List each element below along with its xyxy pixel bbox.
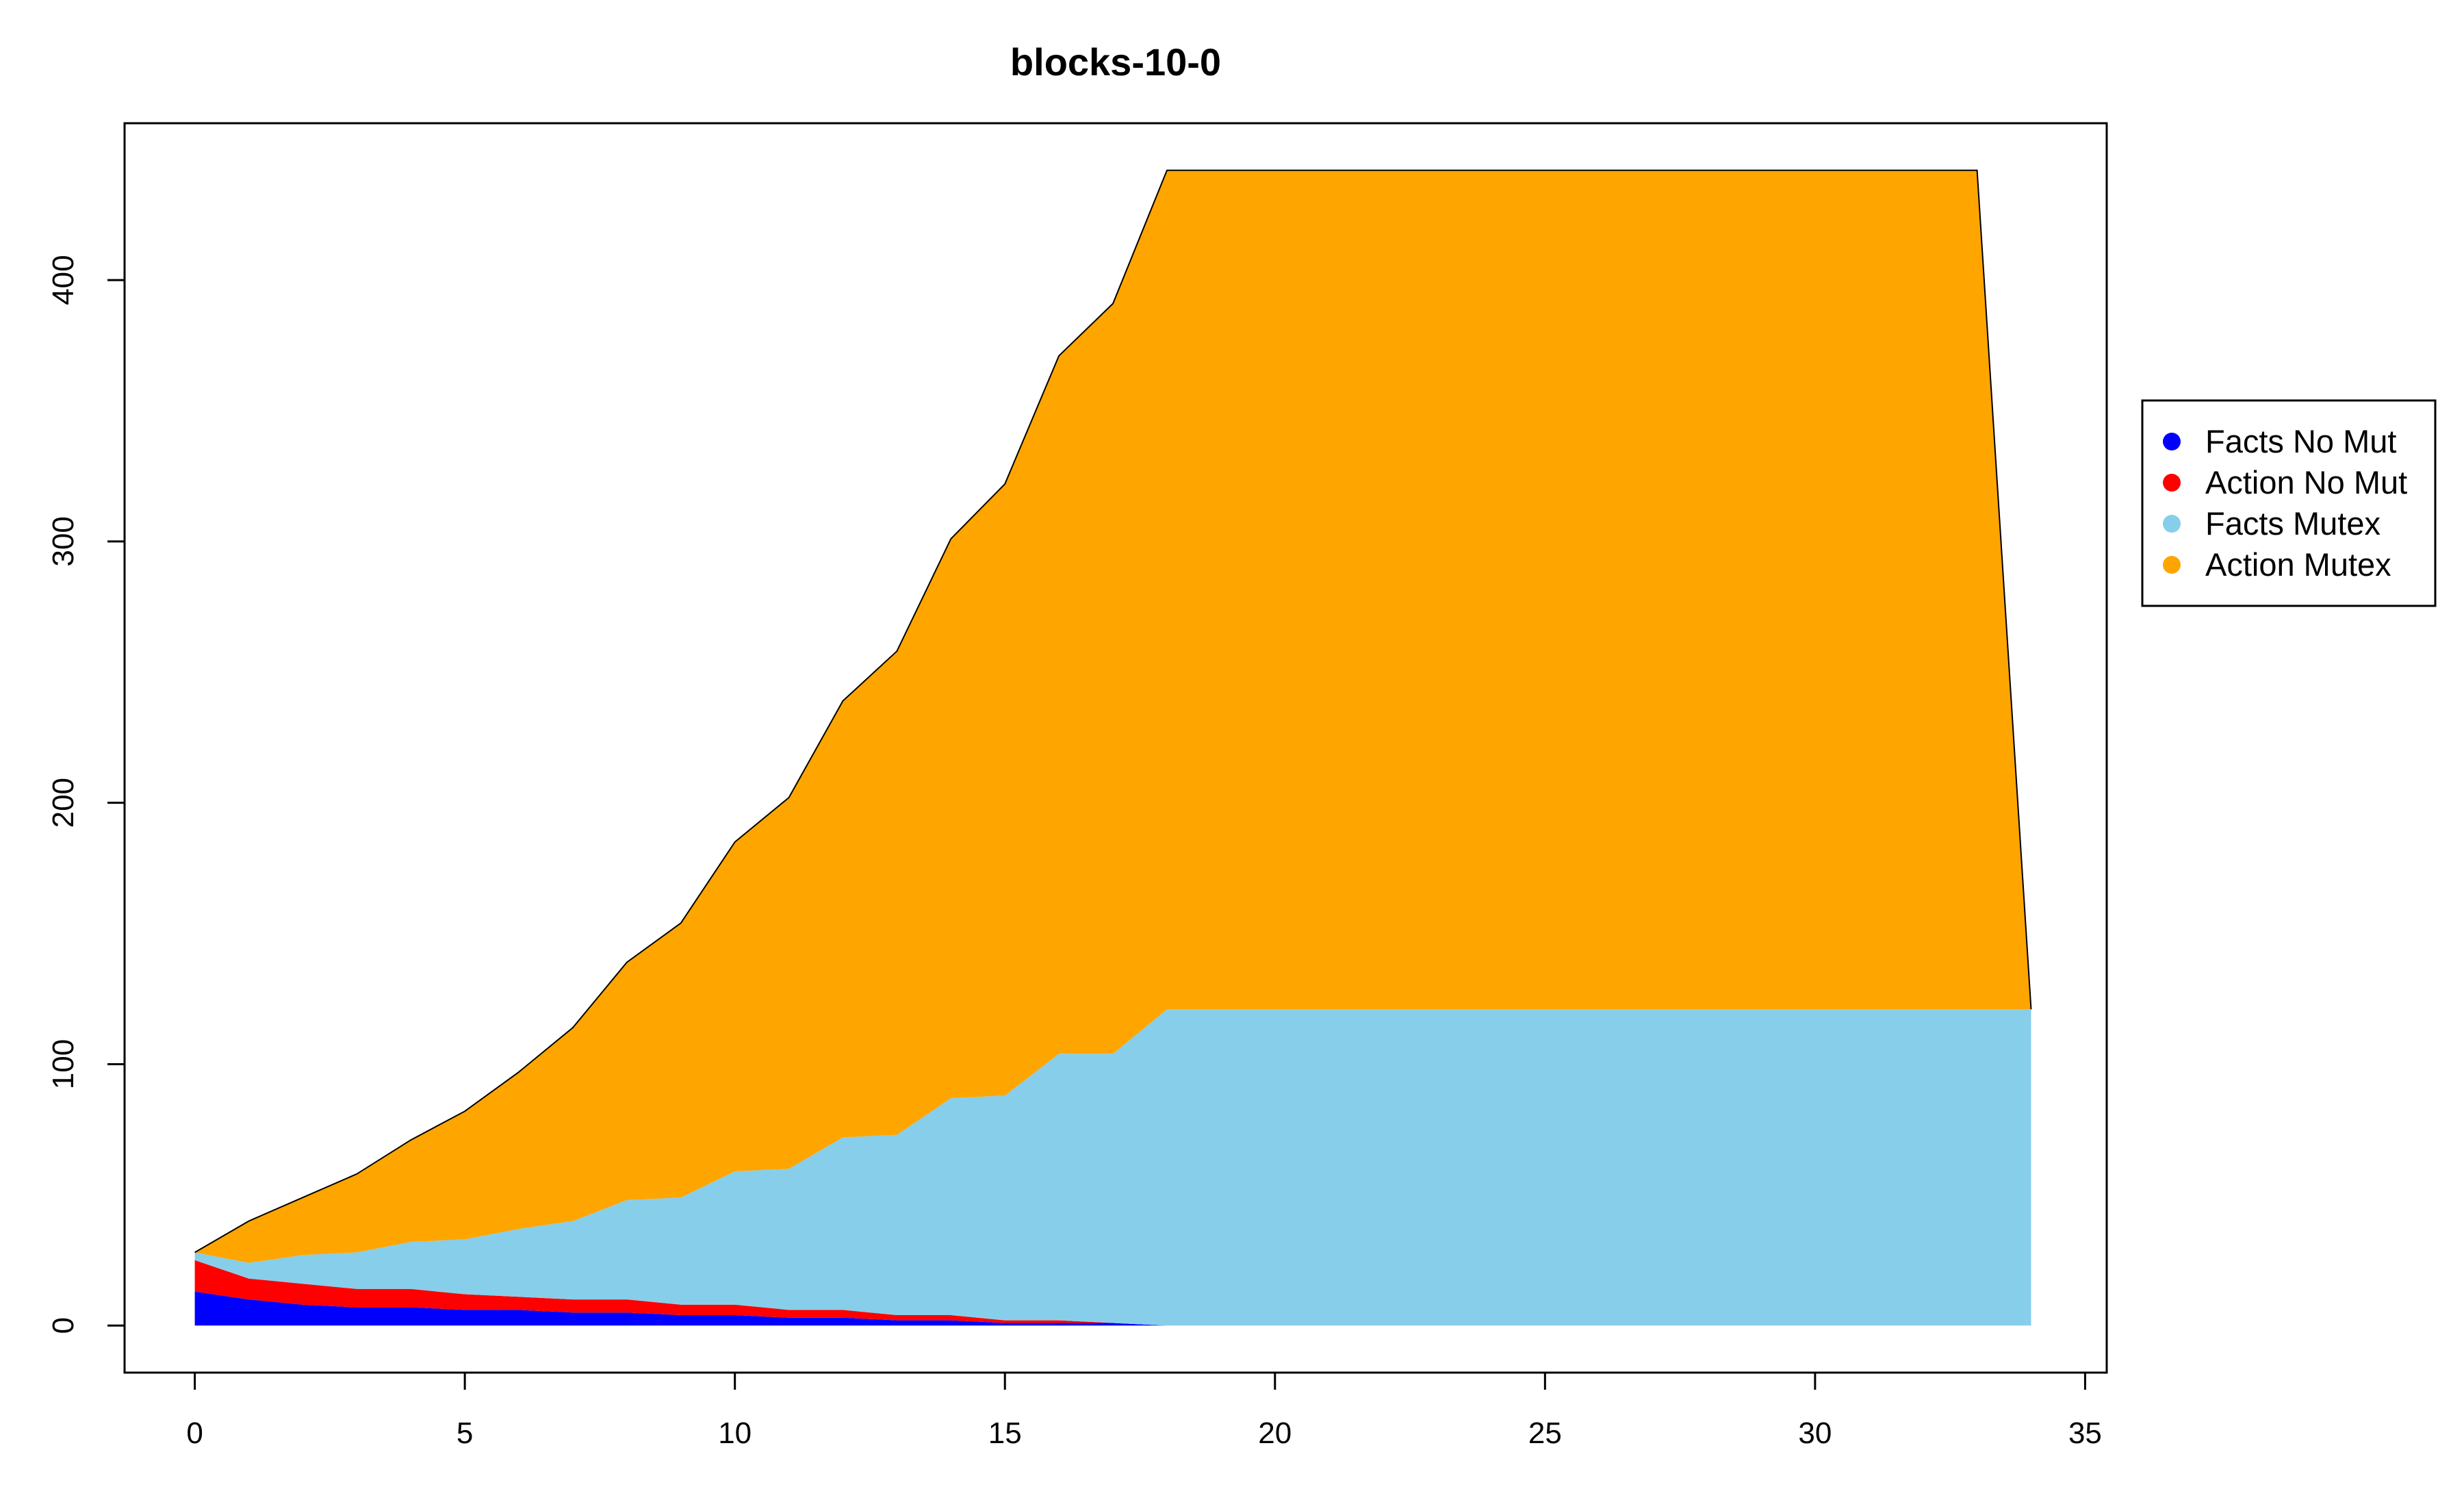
x-tick-label: 5 — [457, 1416, 473, 1450]
legend-label: Action No Mut — [2205, 464, 2407, 500]
x-tick-label: 15 — [988, 1416, 1022, 1450]
legend-label: Facts No Mut — [2205, 423, 2396, 459]
x-tick-label: 30 — [1798, 1416, 1832, 1450]
chart-title: blocks-10-0 — [1010, 40, 1221, 84]
legend-marker-facts-mutex — [2163, 515, 2181, 533]
legend-label: Action Mutex — [2205, 546, 2391, 583]
x-tick-label: 20 — [1258, 1416, 1292, 1450]
x-tick-label: 0 — [186, 1416, 203, 1450]
x-axis: 0 5 10 15 20 25 30 35 — [186, 1373, 2102, 1450]
legend-label: Facts Mutex — [2205, 505, 2380, 542]
y-tick-label: 200 — [47, 778, 80, 828]
area-series-group — [195, 170, 2031, 1326]
x-tick-label: 25 — [1528, 1416, 1562, 1450]
y-tick-label: 400 — [47, 255, 80, 305]
legend-marker-action-mutex — [2163, 556, 2181, 574]
y-tick-label: 100 — [47, 1039, 80, 1089]
x-tick-label: 35 — [2068, 1416, 2102, 1450]
x-tick-label: 10 — [718, 1416, 752, 1450]
y-axis: 0 100 200 300 400 — [47, 255, 125, 1334]
y-tick-label: 0 — [47, 1317, 80, 1334]
legend-marker-action-no-mut — [2163, 474, 2181, 492]
legend-marker-facts-no-mut — [2163, 433, 2181, 450]
y-tick-label: 300 — [47, 516, 80, 566]
legend: Facts No Mut Action No Mut Facts Mutex Acti… — [2142, 400, 2435, 606]
